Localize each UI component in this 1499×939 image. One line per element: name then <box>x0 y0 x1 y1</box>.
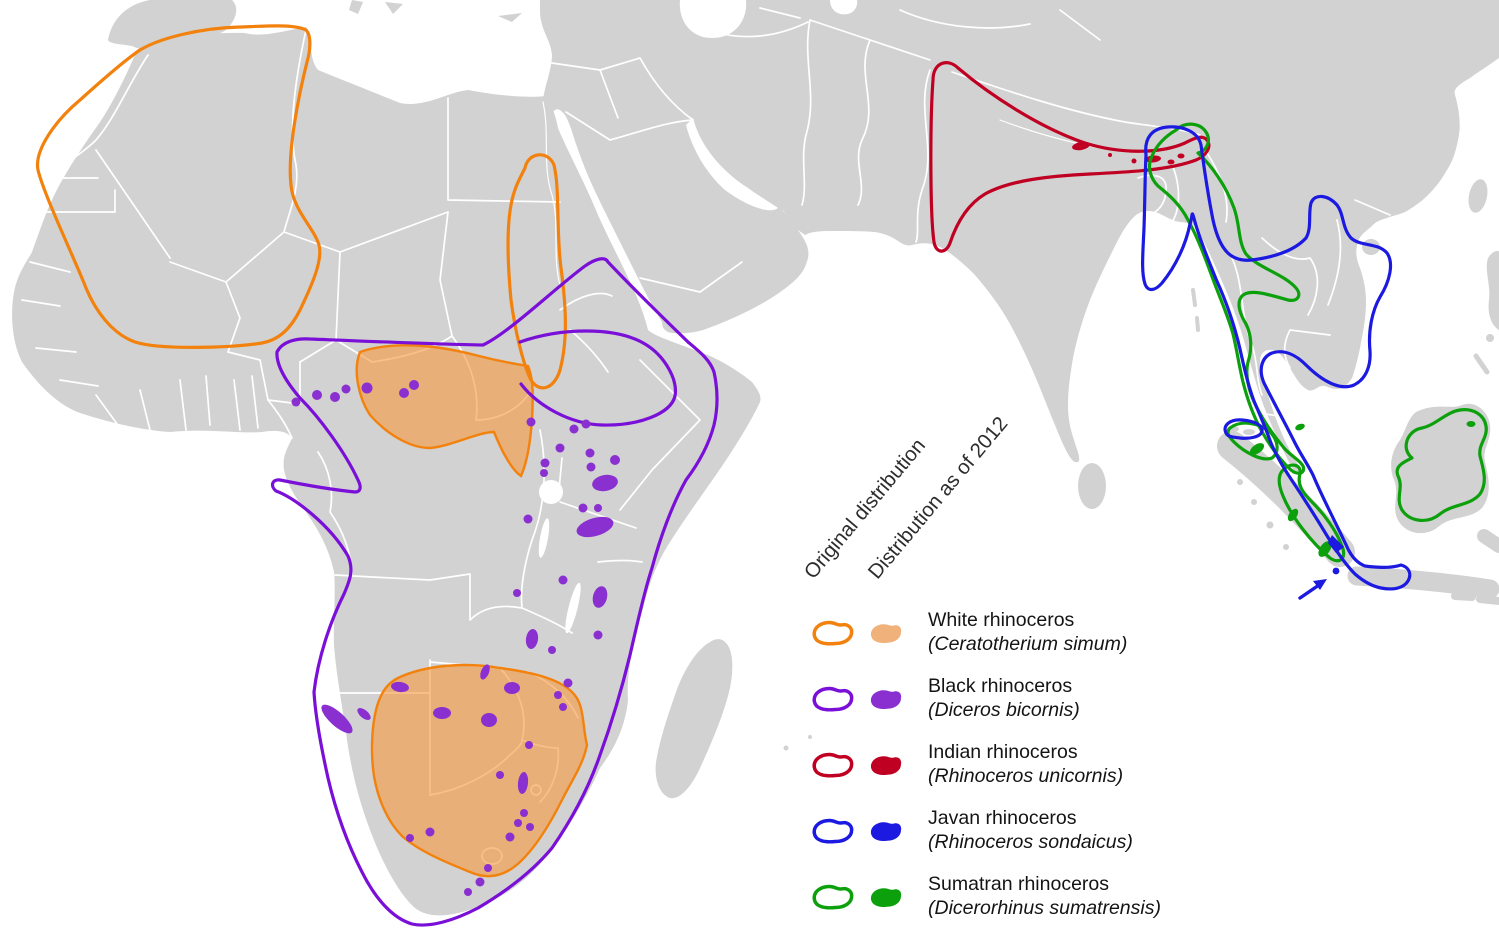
current-distribution-swatch <box>870 755 902 775</box>
black-rhino-original-ethiopia-notch <box>518 329 678 427</box>
lake-victoria <box>539 480 563 504</box>
legend-common-name: Javan rhinoceros <box>928 807 1077 830</box>
original-distribution-swatch <box>812 752 854 778</box>
legend-scientific-name: (Ceratotherium simum) <box>928 633 1128 655</box>
white-rhino-2012-southern-africa <box>370 663 589 878</box>
white-rhino-original-nile <box>506 153 567 390</box>
legend-entry: Black rhinoceros (Diceros bicornis) <box>812 666 1161 732</box>
land-palawan <box>1473 353 1490 375</box>
land-madagascar <box>655 639 733 799</box>
caspian-sea <box>679 0 747 38</box>
white-rhino-original-north-africa <box>35 24 322 349</box>
land-sardinia <box>349 0 363 14</box>
lake-tanganyika <box>538 518 550 558</box>
black-rhino-ranges <box>270 257 719 927</box>
javan-rhino-original-islands <box>1223 418 1264 440</box>
landmasses <box>12 0 1499 916</box>
legend-common-name: Sumatran rhinoceros <box>928 873 1110 896</box>
legend-common-name: Black rhinoceros <box>928 675 1073 698</box>
legend-scientific-name: (Rhinoceros unicornis) <box>928 765 1124 787</box>
land-java <box>1347 566 1499 599</box>
current-distribution-swatch <box>870 689 902 709</box>
legend-scientific-name: (Dicerorhinus sumatrensis) <box>928 897 1161 919</box>
land-iberia <box>108 0 237 50</box>
javan-rhino-ranges <box>1141 125 1412 600</box>
legend-rows: White rhinoceros (Ceratotherium simum) B… <box>812 600 1161 930</box>
land-crete <box>498 13 522 22</box>
legend-entry: White rhinoceros (Ceratotherium simum) <box>812 600 1161 666</box>
sumatran-rhino-original-mainland <box>1147 122 1306 475</box>
current-distribution-swatch <box>870 821 902 841</box>
legend-entry: Sumatran rhinoceros (Dicerorhinus sumatr… <box>812 864 1161 930</box>
original-distribution-swatch <box>812 884 854 910</box>
javan-rhino-original <box>1141 125 1412 591</box>
land-bali-chain <box>1451 592 1499 605</box>
land-taiwan <box>1468 179 1488 213</box>
current-distribution-swatch <box>870 623 902 643</box>
current-distribution-swatch <box>870 887 902 907</box>
white-rhino-2012-central-africa <box>355 344 534 478</box>
land-mauritius <box>783 745 789 751</box>
lake-malawi <box>565 582 581 634</box>
sumatran-rhino-2012-populations <box>1249 421 1476 557</box>
black-rhino-2012-populations <box>291 380 620 896</box>
legend-common-name: Indian rhinoceros <box>928 741 1078 764</box>
land-sri-lanka <box>1078 463 1106 509</box>
original-distribution-swatch <box>812 686 854 712</box>
legend-entry: Indian rhinoceros (Rhinoceros unicornis) <box>812 732 1161 798</box>
legend-scientific-name: (Rhinoceros sondaicus) <box>928 831 1133 853</box>
indian-rhino-original <box>929 61 1211 253</box>
original-distribution-swatch <box>812 620 854 646</box>
inland-water <box>538 0 858 634</box>
white-rhino-ranges <box>35 24 589 878</box>
aral-sea <box>830 0 858 15</box>
legend-scientific-name: (Diceros bicornis) <box>928 699 1080 721</box>
land-asia <box>540 0 1499 475</box>
land-sicily <box>385 2 403 14</box>
black-rhino-original-africa <box>270 257 719 927</box>
legend-entry: Javan rhinoceros (Rhinoceros sondaicus) <box>812 798 1161 864</box>
sumatran-rhino-original-borneo <box>1395 408 1488 522</box>
javan-rhino-2012-sumatra <box>1328 535 1344 553</box>
javan-rhino-2012-ujung-kulon <box>1332 567 1340 575</box>
land-sulawesi-edge <box>1477 529 1499 553</box>
java-population-arrow-icon <box>1298 579 1327 600</box>
original-distribution-swatch <box>812 818 854 844</box>
land-borneo <box>1391 403 1491 534</box>
land-luzon <box>1486 250 1499 330</box>
land-andamans <box>1191 288 1200 332</box>
legend-common-name: White rhinoceros <box>928 609 1075 632</box>
persian-gulf <box>686 118 778 211</box>
